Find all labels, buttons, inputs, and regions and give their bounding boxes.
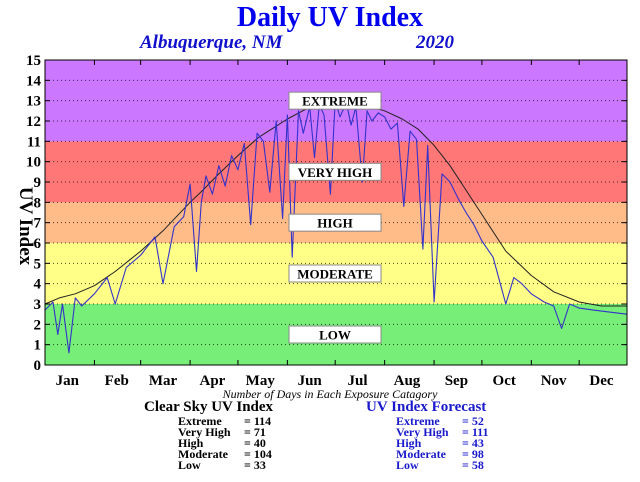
stats-value: = 104 <box>244 447 272 461</box>
y-tick-label: 0 <box>34 358 42 374</box>
x-tick-label: Jun <box>298 373 323 389</box>
stats-value: = 52 <box>462 414 484 428</box>
y-axis-label: UV Index <box>15 186 37 266</box>
stats-value: = 58 <box>462 458 484 472</box>
y-tick-label: 2 <box>34 317 42 333</box>
band-label-box-high <box>288 213 382 232</box>
y-tick-label: 13 <box>26 94 41 110</box>
x-tick-label: Dec <box>589 373 613 389</box>
band-label-box-extreme <box>288 91 382 110</box>
band-label-low: LOW <box>319 328 351 343</box>
location-subtitle: Albuquerque, NM <box>140 32 283 53</box>
band-label-box-low <box>288 325 382 344</box>
stats-label: Low <box>178 458 201 472</box>
x-tick-label: Feb <box>105 373 129 389</box>
y-tick-label: 9 <box>34 175 42 191</box>
stats-label: Very High <box>396 425 449 439</box>
x-tick-label: May <box>246 373 276 389</box>
band-label-very-high: VERY HIGH <box>298 165 373 180</box>
y-tick-label: 4 <box>34 277 42 293</box>
y-tick-label: 11 <box>27 134 41 150</box>
y-tick-label: 1 <box>34 338 42 354</box>
x-tick-label: Jan <box>56 373 80 389</box>
stats-value: = 111 <box>462 425 489 439</box>
stats-value: = 114 <box>244 414 272 428</box>
stats-value: = 71 <box>244 425 266 439</box>
x-tick-label: Sep <box>445 373 468 389</box>
stats-label: Low <box>396 458 419 472</box>
band-label-extreme: EXTREME <box>302 94 368 109</box>
y-tick-label: 5 <box>34 256 42 272</box>
stats-label: Extreme <box>396 414 440 428</box>
y-tick-label: 3 <box>34 297 42 313</box>
stats-label: Moderate <box>178 447 228 461</box>
plot-frame <box>44 59 628 366</box>
x-tick-label: Mar <box>149 373 178 389</box>
stats-label: Moderate <box>396 447 446 461</box>
x-tick-label: Nov <box>541 373 567 389</box>
footnote: Number of Days in Each Exposure Catagory <box>222 387 438 401</box>
y-tick-label: 7 <box>34 216 42 232</box>
y-tick-label: 12 <box>26 114 41 130</box>
band-label-moderate: MODERATE <box>297 267 373 282</box>
x-tick-label: Jul <box>348 373 368 389</box>
series-line-forecast <box>44 100 628 354</box>
year-subtitle: 2020 <box>416 32 454 53</box>
y-tick-label: 10 <box>26 155 41 171</box>
forecast-stats-title: UV Index Forecast <box>366 399 487 415</box>
clear-sky-stats-title: Clear Sky UV Index <box>144 399 274 415</box>
band-label-box-very-high <box>288 162 382 181</box>
y-tick-label: 14 <box>26 73 42 89</box>
stats-value: = 33 <box>244 458 266 472</box>
chart-title: Daily UV Index <box>236 2 424 33</box>
stats-label: Extreme <box>178 414 222 428</box>
x-tick-label: Aug <box>394 373 421 389</box>
stats-label: Very High <box>178 425 231 439</box>
stats-value: = 43 <box>462 436 484 450</box>
y-tick-label: 15 <box>26 53 41 69</box>
stats-label: High <box>396 436 422 450</box>
band-label-high: HIGH <box>317 216 352 231</box>
y-tick-label: 8 <box>34 195 42 211</box>
band-label-box-moderate <box>288 264 382 283</box>
stats-value: = 98 <box>462 447 484 461</box>
y-tick-label: 6 <box>34 236 42 252</box>
x-tick-label: Apr <box>200 373 226 389</box>
stats-value: = 40 <box>244 436 266 450</box>
x-tick-label: Oct <box>493 373 516 389</box>
stats-label: High <box>178 436 204 450</box>
